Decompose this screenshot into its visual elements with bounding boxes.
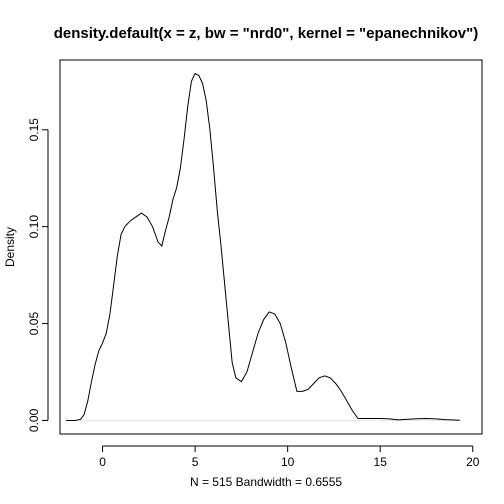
density-curve xyxy=(66,72,460,421)
y-tick-label: 0.05 xyxy=(27,312,41,336)
x-axis-label: N = 515 Bandwidth = 0.6555 xyxy=(190,475,342,489)
x-tick-label: 5 xyxy=(192,455,199,469)
y-tick-label: 0.00 xyxy=(27,408,41,432)
y-axis-label: Density xyxy=(3,227,17,267)
x-tick-label: 0 xyxy=(99,455,106,469)
x-tick-label: 15 xyxy=(374,455,388,469)
y-axis: 0.00 0.05 0.10 0.15 xyxy=(27,118,49,432)
x-axis: 0 5 10 15 20 xyxy=(99,445,480,469)
y-tick-label: 0.15 xyxy=(27,118,41,142)
x-tick-label: 20 xyxy=(466,455,480,469)
plot-box xyxy=(59,59,483,435)
x-tick-label: 10 xyxy=(281,455,295,469)
y-tick-label: 0.10 xyxy=(27,215,41,239)
chart-title: density.default(x = z, bw = "nrd0", kern… xyxy=(54,25,479,42)
